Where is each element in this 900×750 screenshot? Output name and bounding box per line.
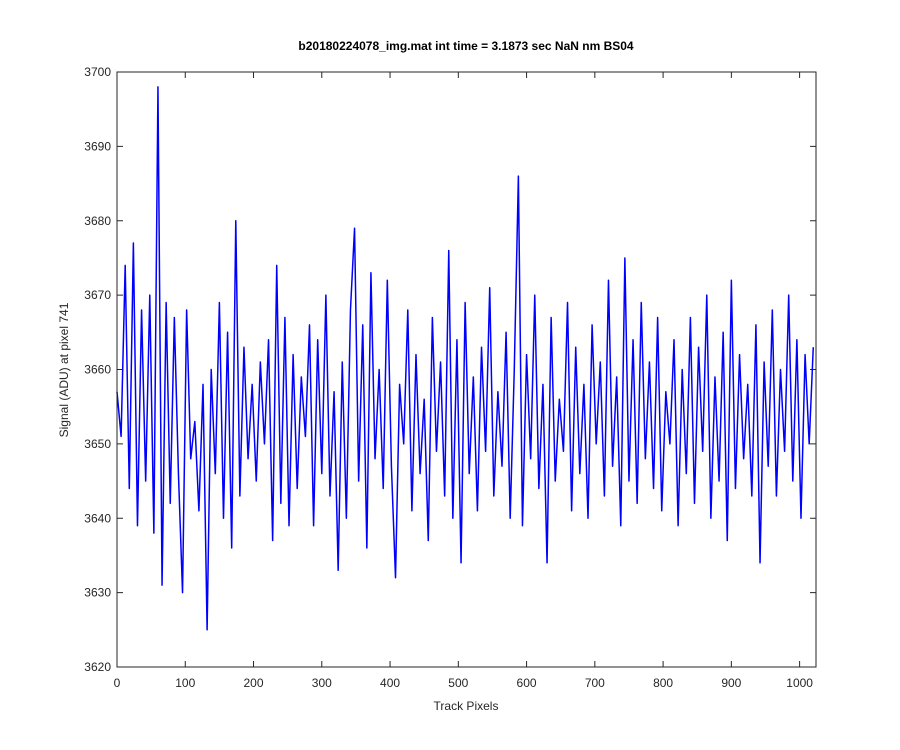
- y-axis-label: Signal (ADU) at pixel 741: [57, 302, 71, 437]
- x-tick-label: 600: [517, 676, 537, 690]
- plot-frame: [116, 71, 817, 668]
- y-tick-label: 3670: [84, 288, 111, 302]
- x-tick-label: 700: [585, 676, 605, 690]
- y-tick-label: 3660: [84, 363, 111, 377]
- y-tick-label: 3690: [84, 139, 111, 153]
- x-tick-label: 0: [114, 676, 121, 690]
- x-tick-label: 800: [653, 676, 673, 690]
- x-tick-label: 500: [448, 676, 468, 690]
- x-tick-label: 200: [244, 676, 264, 690]
- x-axis-label: Track Pixels: [434, 699, 499, 713]
- chart-title: b20180224078_img.mat int time = 3.1873 s…: [298, 39, 634, 53]
- y-tick-label: 3640: [84, 511, 111, 525]
- y-tick-label: 3680: [84, 214, 111, 228]
- y-tick-label: 3650: [84, 437, 111, 451]
- x-tick-label: 400: [380, 676, 400, 690]
- x-tick-label: 1000: [786, 676, 813, 690]
- x-tick-label: 100: [175, 676, 195, 690]
- y-tick-label: 3700: [84, 65, 111, 79]
- y-tick-label: 3620: [84, 660, 111, 674]
- y-tick-label: 3630: [84, 586, 111, 600]
- x-tick-label: 300: [312, 676, 332, 690]
- x-tick-label: 900: [721, 676, 741, 690]
- data-line: [116, 86, 815, 631]
